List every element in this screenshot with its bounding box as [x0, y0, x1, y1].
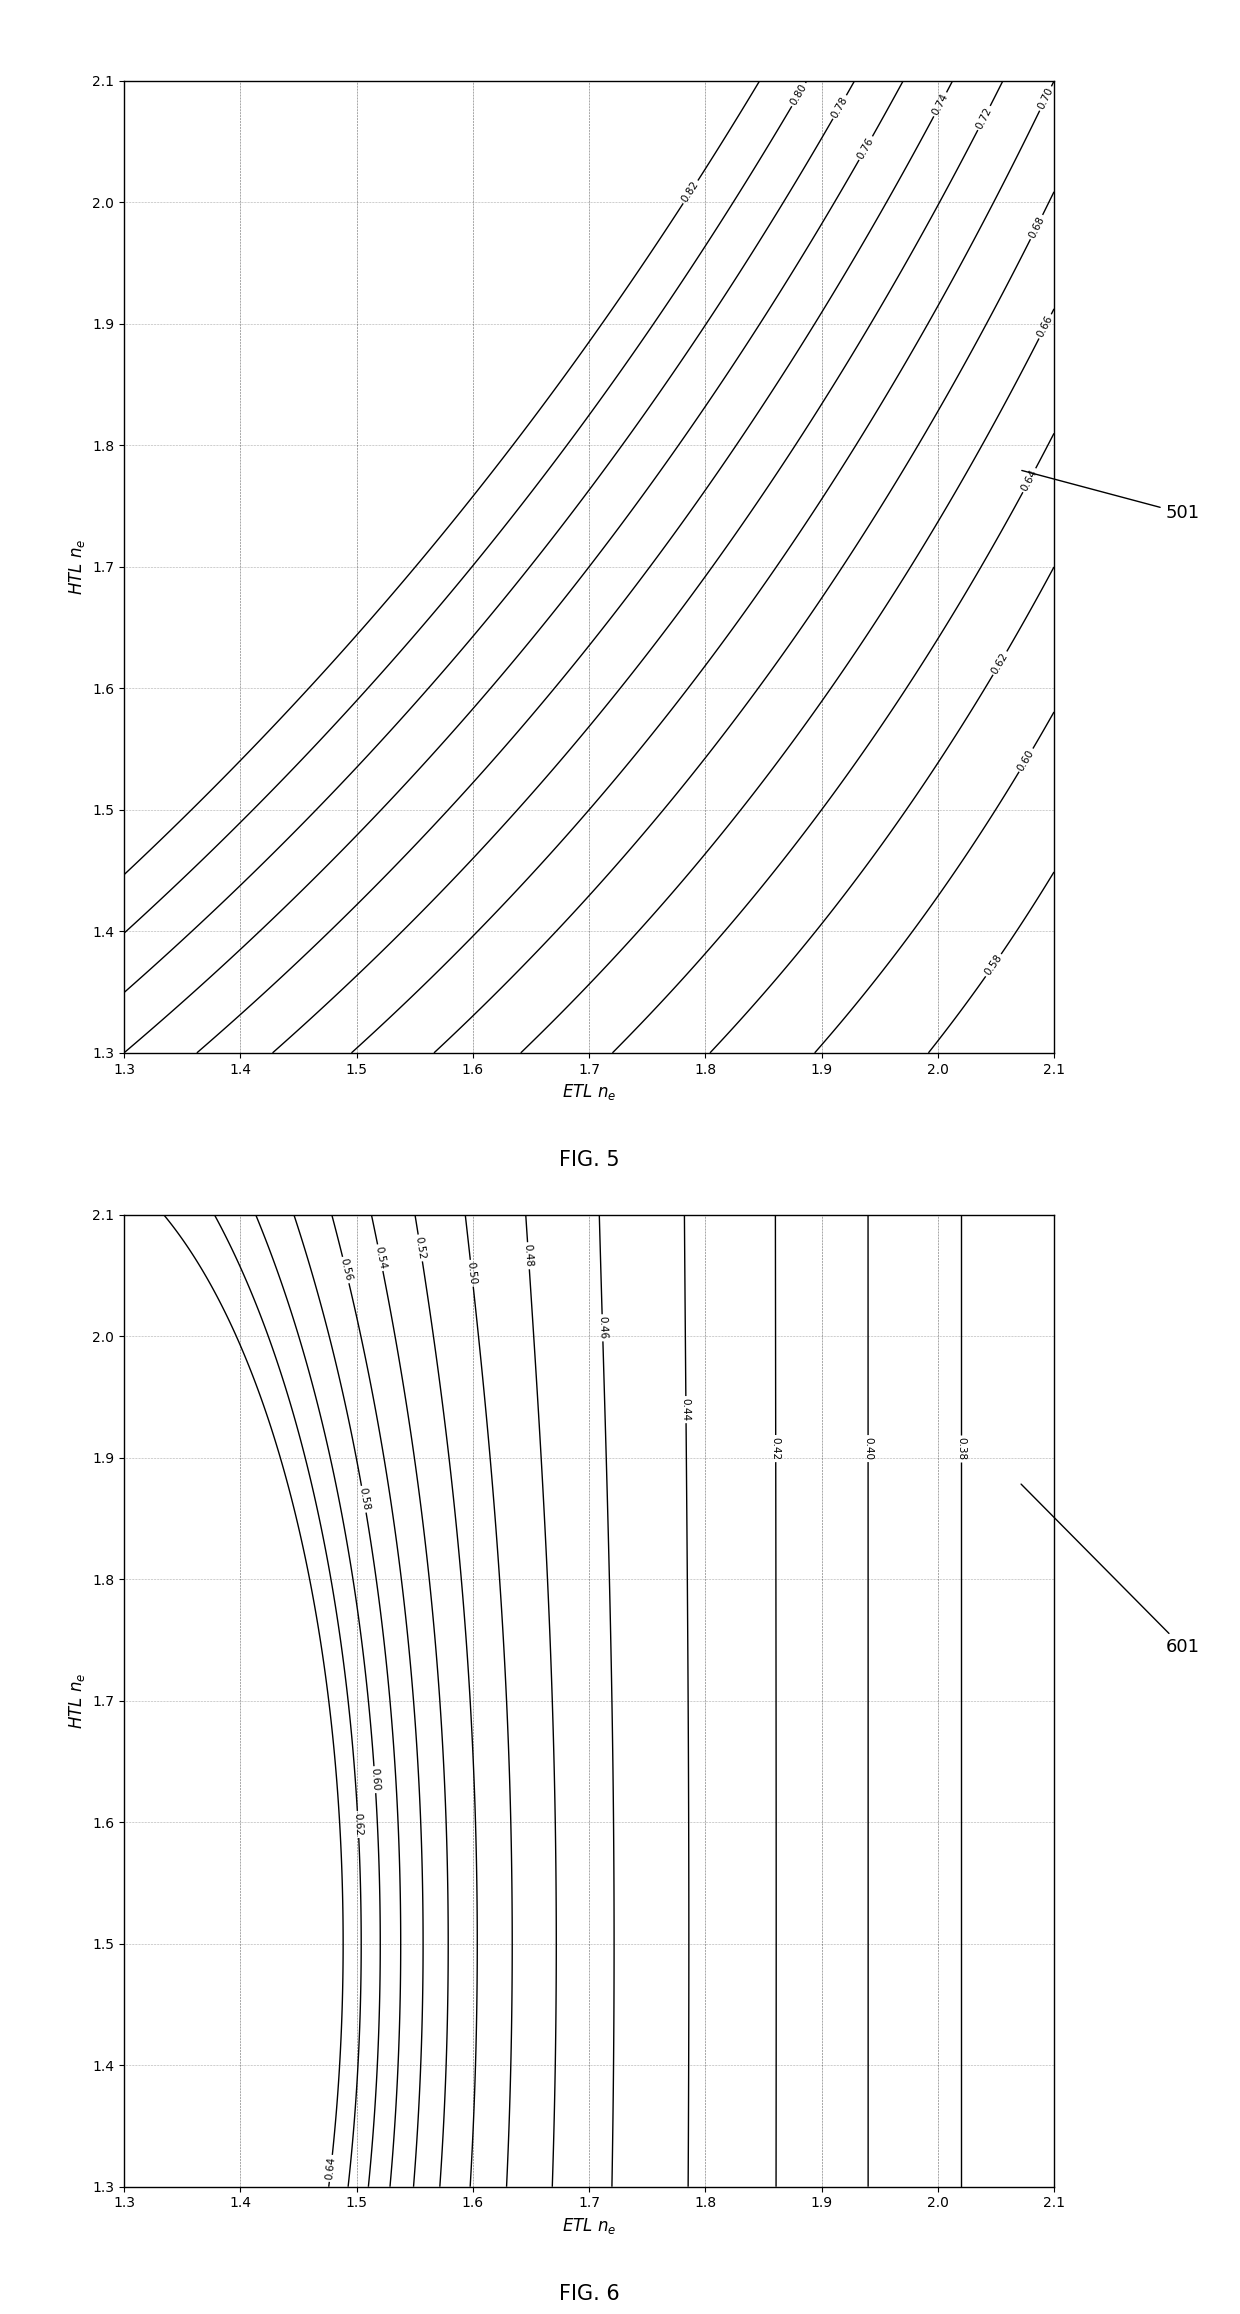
Text: 0.80: 0.80	[789, 83, 808, 106]
Text: 0.44: 0.44	[681, 1398, 691, 1421]
Text: 0.38: 0.38	[956, 1437, 966, 1460]
Text: 0.58: 0.58	[983, 953, 1004, 977]
Text: 601: 601	[1021, 1483, 1199, 1657]
Text: 0.54: 0.54	[373, 1245, 387, 1270]
Text: 0.66: 0.66	[1035, 315, 1055, 338]
Y-axis label: HTL $n_e$: HTL $n_e$	[67, 539, 87, 595]
Text: 0.64: 0.64	[325, 2157, 337, 2180]
Text: 0.60: 0.60	[1016, 747, 1037, 773]
Text: 0.52: 0.52	[414, 1236, 427, 1261]
Text: 0.62: 0.62	[990, 650, 1011, 676]
Text: 0.70: 0.70	[1037, 86, 1055, 111]
X-axis label: ETL $n_e$: ETL $n_e$	[562, 1083, 616, 1101]
Text: 0.56: 0.56	[339, 1257, 353, 1282]
X-axis label: ETL $n_e$: ETL $n_e$	[562, 2217, 616, 2235]
Text: 0.72: 0.72	[975, 106, 993, 130]
Text: 0.68: 0.68	[1027, 215, 1047, 241]
Text: FIG. 6: FIG. 6	[559, 2284, 619, 2305]
Text: 0.76: 0.76	[856, 137, 875, 160]
Text: 0.62: 0.62	[352, 1812, 363, 1837]
Text: 0.42: 0.42	[771, 1437, 781, 1460]
Text: 0.40: 0.40	[863, 1437, 873, 1460]
Text: 0.50: 0.50	[465, 1261, 477, 1284]
Text: FIG. 5: FIG. 5	[559, 1150, 619, 1171]
Text: 0.60: 0.60	[370, 1768, 381, 1791]
Y-axis label: HTL $n_e$: HTL $n_e$	[67, 1673, 87, 1729]
Text: 0.46: 0.46	[598, 1317, 608, 1340]
Text: 0.48: 0.48	[523, 1245, 534, 1268]
Text: 0.78: 0.78	[830, 95, 849, 120]
Text: 0.74: 0.74	[930, 93, 950, 118]
Text: 501: 501	[1022, 470, 1200, 523]
Text: 0.64: 0.64	[1019, 467, 1039, 493]
Text: 0.58: 0.58	[357, 1488, 371, 1511]
Text: 0.82: 0.82	[680, 180, 701, 204]
